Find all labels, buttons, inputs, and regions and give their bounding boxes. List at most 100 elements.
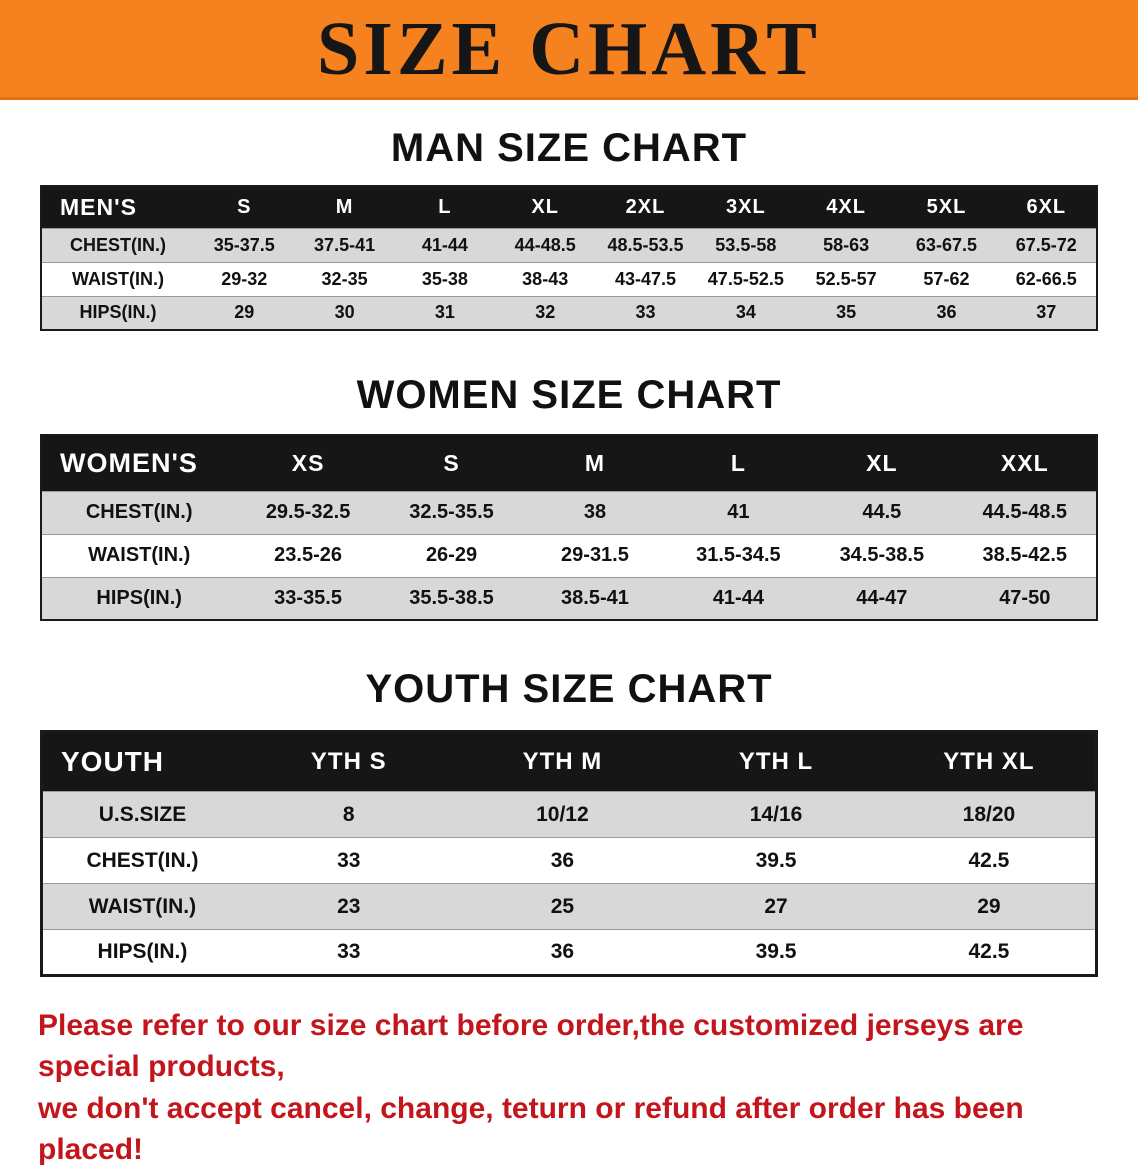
measure-label-cell: U.S.SIZE xyxy=(41,791,242,838)
measure-value-cell: 41-44 xyxy=(394,227,496,262)
measure-value-cell: 37 xyxy=(996,295,1097,330)
measure-value-cell: 44.5 xyxy=(810,490,954,534)
measure-value-cell: 47.5-52.5 xyxy=(695,261,796,296)
measure-value-cell: 39.5 xyxy=(669,837,883,884)
measure-value-cell: 41 xyxy=(666,490,811,534)
measure-label-cell: HIPS(IN.) xyxy=(41,929,242,976)
disclaimer: Please refer to our size chart before or… xyxy=(38,1005,1100,1171)
youth-chart-heading: YOUTH SIZE CHART xyxy=(365,667,773,711)
banner-title: SIZE CHART xyxy=(316,6,821,91)
measure-value-cell: 25 xyxy=(455,883,670,930)
measure-value-cell: 42.5 xyxy=(882,837,1097,884)
measure-value-cell: 10/12 xyxy=(455,791,670,838)
measure-value-cell: 18/20 xyxy=(882,791,1097,838)
measure-value-cell: 44.5-48.5 xyxy=(953,490,1097,534)
measure-value-cell: 32-35 xyxy=(294,261,395,296)
measure-value-cell: 35-37.5 xyxy=(194,227,295,262)
measure-value-cell: 39.5 xyxy=(669,929,883,976)
size-header-cell: S xyxy=(379,435,524,491)
measure-value-cell: 38 xyxy=(523,490,667,534)
measure-value-cell: 32 xyxy=(495,295,596,330)
size-header-cell: YTH M xyxy=(455,731,670,792)
size-header-cell: YTH XL xyxy=(882,731,1097,792)
measure-value-cell: 31.5-34.5 xyxy=(666,533,811,577)
table-row: WAIST(IN.) 23 25 27 29 xyxy=(41,883,1097,930)
measure-value-cell: 53.5-58 xyxy=(695,227,796,262)
size-header-cell: XXL xyxy=(953,435,1097,491)
table-row: WAIST(IN.) 29-32 32-35 35-38 38-43 43-47.5 47.… xyxy=(41,261,1097,296)
size-header-cell: L xyxy=(394,186,496,228)
measure-value-cell: 38.5-41 xyxy=(523,576,667,620)
measure-value-cell: 44-48.5 xyxy=(495,227,596,262)
measure-value-cell: 29 xyxy=(882,883,1097,930)
size-header-cell: 4XL xyxy=(795,186,897,228)
measure-value-cell: 33 xyxy=(241,929,456,976)
man-chart-heading: MAN SIZE CHART xyxy=(390,126,748,170)
table-header-row: YOUTH YTH S YTH M YTH L YTH XL xyxy=(41,731,1097,792)
measure-value-cell: 38-43 xyxy=(495,261,596,296)
measure-label-cell: WAIST(IN.) xyxy=(41,883,242,930)
measure-value-cell: 33 xyxy=(241,837,456,884)
size-chart-banner: SIZE CHART xyxy=(0,0,1138,100)
size-header-cell: YTH S xyxy=(241,731,456,792)
measure-value-cell: 42.5 xyxy=(882,929,1097,976)
measure-label-cell: WAIST(IN.) xyxy=(41,261,195,296)
measure-value-cell: 37.5-41 xyxy=(294,227,395,262)
measure-value-cell: 32.5-35.5 xyxy=(379,490,524,534)
table-title-cell: MEN'S xyxy=(41,186,195,228)
table-row: U.S.SIZE 8 10/12 14/16 18/20 xyxy=(41,791,1097,838)
measure-value-cell: 48.5-53.5 xyxy=(595,227,696,262)
measure-label-cell: CHEST(IN.) xyxy=(41,490,237,534)
size-header-cell: L xyxy=(666,435,811,491)
table-title-cell: WOMEN'S xyxy=(41,435,237,491)
measure-value-cell: 62-66.5 xyxy=(996,261,1097,296)
youth-size-chart-section: YOUTH SIZE CHART YOUTH YTH S YTH M YTH L YTH… xyxy=(0,667,1138,977)
disclaimer-line-1: Please refer to our size chart before or… xyxy=(38,1009,1024,1084)
measure-value-cell: 58-63 xyxy=(795,227,897,262)
table-row: CHEST(IN.) 33 36 39.5 42.5 xyxy=(41,837,1097,884)
table-header-row: MEN'S S M L XL 2XL 3XL 4XL 5XL 6XL xyxy=(41,186,1097,228)
size-header-cell: 5XL xyxy=(896,186,997,228)
measure-value-cell: 26-29 xyxy=(379,533,524,577)
measure-value-cell: 34 xyxy=(695,295,796,330)
table-header-row: WOMEN'S XS S M L XL XXL xyxy=(41,435,1097,491)
table-row: HIPS(IN.) 33-35.5 35.5-38.5 38.5-41 41-44 44-… xyxy=(41,576,1097,620)
disclaimer-line-2: we don't accept cancel, change, teturn o… xyxy=(38,1091,1024,1167)
table-title-cell: YOUTH xyxy=(41,731,242,792)
table-row: HIPS(IN.) 33 36 39.5 42.5 xyxy=(41,929,1097,976)
measure-value-cell: 23.5-26 xyxy=(236,533,380,577)
measure-value-cell: 35.5-38.5 xyxy=(379,576,524,620)
measure-label-cell: WAIST(IN.) xyxy=(41,533,237,577)
measure-value-cell: 44-47 xyxy=(810,576,954,620)
measure-value-cell: 47-50 xyxy=(953,576,1097,620)
measure-value-cell: 29-32 xyxy=(194,261,295,296)
measure-value-cell: 8 xyxy=(241,791,456,838)
measure-value-cell: 36 xyxy=(455,929,670,976)
measure-value-cell: 14/16 xyxy=(669,791,883,838)
measure-value-cell: 29.5-32.5 xyxy=(236,490,380,534)
measure-value-cell: 33-35.5 xyxy=(236,576,380,620)
size-header-cell: M xyxy=(294,186,395,228)
size-header-cell: S xyxy=(194,186,295,228)
measure-value-cell: 29-31.5 xyxy=(523,533,667,577)
measure-value-cell: 41-44 xyxy=(666,576,811,620)
measure-value-cell: 35 xyxy=(795,295,897,330)
measure-value-cell: 33 xyxy=(595,295,696,330)
size-header-cell: XS xyxy=(236,435,380,491)
size-header-cell: XL xyxy=(810,435,954,491)
measure-label-cell: HIPS(IN.) xyxy=(41,576,237,620)
women-size-table: WOMEN'S XS S M L XL XXL CHEST(IN.) 29.5-32.5 32.5… xyxy=(40,434,1098,621)
size-header-cell: 3XL xyxy=(695,186,796,228)
measure-label-cell: CHEST(IN.) xyxy=(41,837,242,884)
size-header-cell: XL xyxy=(495,186,596,228)
youth-size-table: YOUTH YTH S YTH M YTH L YTH XL U.S.SIZE 8 10/12… xyxy=(40,730,1098,977)
size-header-cell: 6XL xyxy=(996,186,1097,228)
table-row: CHEST(IN.) 29.5-32.5 32.5-35.5 38 41 44.5 44.5… xyxy=(41,490,1097,534)
measure-value-cell: 30 xyxy=(294,295,395,330)
measure-value-cell: 34.5-38.5 xyxy=(810,533,954,577)
size-header-cell: YTH L xyxy=(669,731,883,792)
measure-value-cell: 35-38 xyxy=(394,261,496,296)
measure-label-cell: CHEST(IN.) xyxy=(41,227,195,262)
man-size-chart-section: MAN SIZE CHART MEN'S S M L XL 2XL 3XL 4XL 5XL 6XL… xyxy=(0,126,1138,331)
measure-value-cell: 36 xyxy=(896,295,997,330)
